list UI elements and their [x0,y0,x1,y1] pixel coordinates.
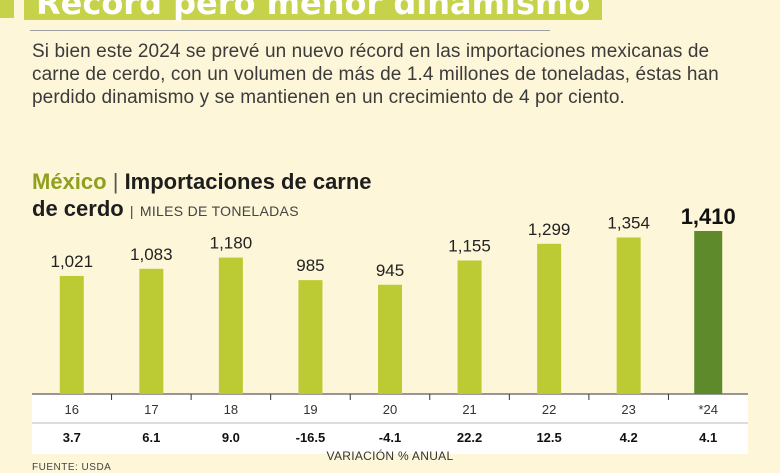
bar-23 [616,237,641,394]
headline-banner: Récord pero menor dinamismo [24,0,603,22]
chart-units-label: MILES DE TONELADAS [139,203,299,219]
source-note: FUENTE: USDA [32,462,112,473]
axis-table-background [32,394,748,454]
value-label: 985 [296,256,324,275]
year-tick-label: 21 [462,402,476,417]
bar-16 [59,275,84,394]
bar-p24 [694,231,723,394]
value-label: 1,021 [51,252,94,271]
variation-label: 4.2 [620,430,638,445]
bar-21 [457,260,482,394]
accent-bar [0,0,14,18]
year-tick-label: *24 [698,402,718,417]
chart-title-separator-2: | [129,203,134,219]
variation-label: 4.1 [699,430,717,445]
year-tick-label: 16 [65,402,79,417]
bar-22 [537,243,562,394]
variation-label: 12.5 [536,430,561,445]
lede-paragraph: Si bien este 2024 se prevé un nuevo réco… [32,41,719,108]
variation-label: 6.1 [142,430,160,445]
chart-title-separator: | [112,169,119,194]
variation-caption: VARIACIÓN % ANUAL [327,448,454,463]
variation-label: 3.7 [63,430,81,445]
value-label: 1,354 [607,213,650,232]
year-tick-label: 20 [383,402,397,417]
bar-17 [139,268,164,394]
chart-title-main-line1: Importaciones de carne [124,169,372,194]
value-label: 1,299 [528,220,571,239]
value-label: 1,155 [448,236,491,255]
headline-divider [30,30,550,31]
variation-label: -16.5 [296,430,326,445]
bar-20 [378,284,402,394]
bar-18 [218,257,243,394]
chart-title-country: México [32,169,107,194]
chart-title: México | Importaciones de carne de cerdo… [32,168,452,225]
value-label: 945 [376,261,404,280]
bar-19 [298,280,323,394]
value-label: 1,083 [130,245,173,264]
value-label: 1,180 [210,234,253,253]
year-tick-label: 17 [144,402,158,417]
variation-label: -4.1 [379,430,401,445]
variation-label: 9.0 [222,430,240,445]
chart-title-main-line2: de cerdo [32,196,124,221]
variation-label: 22.2 [457,430,482,445]
year-tick-label: 23 [621,402,635,417]
year-tick-label: 19 [303,402,317,417]
year-tick-label: 22 [542,402,556,417]
value-label: 1,410 [681,204,736,229]
headline-text: Récord pero menor dinamismo [36,0,591,22]
year-tick-label: 18 [224,402,238,417]
